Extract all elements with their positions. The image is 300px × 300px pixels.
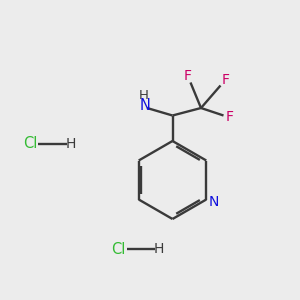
Text: Cl: Cl [23, 136, 37, 152]
Text: Cl: Cl [111, 242, 126, 256]
Text: F: F [222, 73, 230, 86]
Text: H: H [139, 89, 149, 103]
Text: N: N [140, 98, 151, 112]
Text: F: F [226, 110, 234, 124]
Text: F: F [184, 69, 191, 83]
Text: N: N [208, 195, 219, 209]
Text: H: H [154, 242, 164, 256]
Text: H: H [65, 137, 76, 151]
